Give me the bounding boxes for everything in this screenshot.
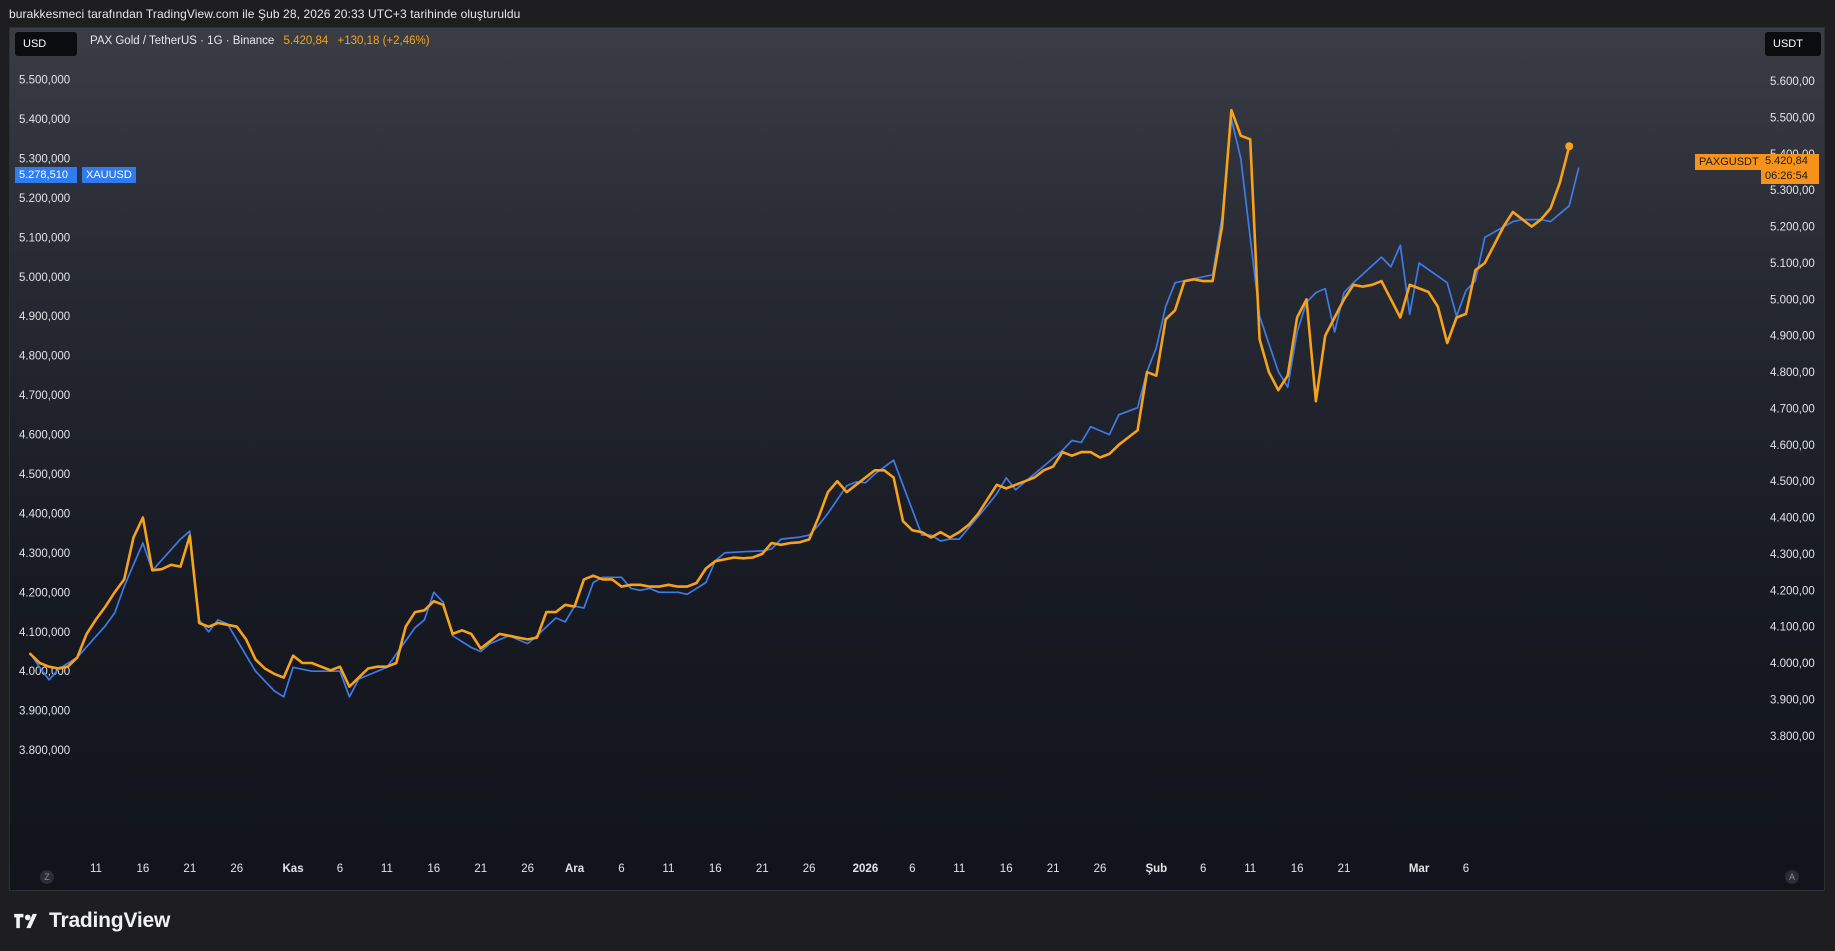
left-axis-tick: 4.100,000 [19, 627, 70, 639]
time-axis-tick: 21 [1338, 863, 1351, 875]
time-axis-tick: 6 [909, 863, 915, 875]
zoom-left-icon[interactable]: Z [40, 870, 54, 884]
left-axis-tick: 4.300,000 [19, 548, 70, 560]
right-axis-tick: 4.000,00 [1770, 658, 1815, 670]
series-legend[interactable]: PAX Gold / TetherUS · 1G · Binance 5.420… [90, 35, 430, 47]
tradingview-logo[interactable]: TradingView [11, 909, 170, 933]
left-axis-tick: 5.000,000 [19, 272, 70, 284]
time-axis-tick: 6 [618, 863, 624, 875]
time-axis-tick: 11 [381, 863, 393, 875]
paxg-price-value: 5.420,84 [1765, 155, 1808, 167]
legend-price: 5.420,84 [283, 35, 329, 47]
left-axis-tick: 5.400,000 [19, 114, 70, 126]
time-axis-tick: 21 [1047, 863, 1060, 875]
auto-scale-icon[interactable]: A [1785, 870, 1799, 884]
xau-price-tag: 5.278,510 [15, 167, 77, 183]
legend-symbol: PAX Gold / TetherUS · 1G · Binance [90, 35, 275, 47]
tradingview-logo-icon [14, 913, 37, 929]
time-axis-tick: 26 [803, 863, 816, 875]
time-axis-tick: 16 [1291, 863, 1304, 875]
time-axis-tick: 11 [953, 863, 965, 875]
left-axis-tick: 5.500,000 [19, 75, 70, 87]
series-line-paxgusdt [28, 108, 1571, 689]
right-axis-tick: 3.900,00 [1770, 694, 1815, 706]
left-axis-tick: 3.800,000 [19, 745, 70, 757]
right-axis-tick: 4.100,00 [1770, 622, 1815, 634]
left-axis-tick: 4.700,000 [19, 390, 70, 402]
time-axis-tick: Şub [1145, 863, 1167, 875]
legend-change: +130,18 (+2,46%) [337, 35, 430, 47]
time-axis-tick: 6 [337, 863, 343, 875]
time-axis-tick: 16 [1000, 863, 1013, 875]
time-axis-tick: 11 [90, 863, 102, 875]
right-axis-tick: 4.900,00 [1770, 331, 1815, 343]
left-axis-tick: 4.800,000 [19, 351, 70, 363]
left-axis-tick: 4.500,000 [19, 469, 70, 481]
time-axis-tick: 11 [1244, 863, 1256, 875]
time-axis-tick: 21 [183, 863, 196, 875]
right-axis-tick: 4.700,00 [1770, 403, 1815, 415]
right-axis-tick: 4.800,00 [1770, 367, 1815, 379]
left-price-axis[interactable]: 3.800,0003.900,0004.000,0004.100,0004.20… [19, 75, 70, 757]
left-axis-tick: 4.900,000 [19, 311, 70, 323]
right-axis-tick: 4.300,00 [1770, 549, 1815, 561]
time-axis-tick: Kas [283, 863, 304, 875]
time-axis-tick: 21 [474, 863, 487, 875]
left-axis-tick: 5.100,000 [19, 232, 70, 244]
left-currency-label[interactable]: USD [15, 32, 77, 56]
series-line-xauusd [29, 118, 1580, 698]
left-axis-tick: 3.900,000 [19, 706, 70, 718]
time-axis-tick: 16 [427, 863, 440, 875]
paxg-price-tag: 5.420,84 06:26:54 [1761, 154, 1819, 184]
right-axis-tick: 5.600,00 [1770, 76, 1815, 88]
xau-name-tag: XAUUSD [82, 167, 136, 183]
left-axis-tick: 4.600,000 [19, 430, 70, 442]
tradingview-wordmark: TradingView [49, 909, 171, 932]
time-axis-tick: 6 [1200, 863, 1206, 875]
time-axis[interactable]: 11 16 21 26 Kas 6 11 16 21 26 Ara 6 11 16 21 26 2026 6 11 1… [90, 863, 1469, 875]
time-axis-tick: 16 [137, 863, 150, 875]
time-axis-tick: 2026 [853, 863, 879, 875]
right-axis-tick: 4.600,00 [1770, 440, 1815, 452]
right-axis-tick: 5.000,00 [1770, 294, 1815, 306]
time-axis-tick: Ara [565, 863, 585, 875]
right-axis-tick: 5.100,00 [1770, 258, 1815, 270]
time-axis-tick: 26 [230, 863, 243, 875]
chart-caption: burakkesmeci tarafından TradingView.com … [9, 7, 521, 21]
paxg-countdown: 06:26:54 [1765, 170, 1808, 182]
right-axis-tick: 4.500,00 [1770, 476, 1815, 488]
right-axis-tick: 3.800,00 [1770, 731, 1815, 743]
last-price-dot [1565, 142, 1574, 151]
time-axis-tick: 26 [521, 863, 534, 875]
time-axis-tick: 21 [756, 863, 769, 875]
time-axis-tick: 16 [709, 863, 722, 875]
paxg-name-tag: PAXGUSDT [1695, 154, 1763, 170]
right-axis-tick: 5.200,00 [1770, 222, 1815, 234]
left-axis-tick: 5.200,000 [19, 193, 70, 205]
left-axis-tick: 5.300,000 [19, 153, 70, 165]
time-axis-tick: 11 [662, 863, 674, 875]
right-price-axis[interactable]: 3.800,00 3.900,00 4.000,00 4.100,00 4.200,00… [1770, 76, 1815, 743]
left-axis-tick: 4.200,000 [19, 587, 70, 599]
time-axis-tick: Mar [1409, 863, 1430, 875]
time-axis-tick: 6 [1463, 863, 1469, 875]
left-axis-tick: 4.400,000 [19, 508, 70, 520]
chart-svg[interactable]: 3.800,0003.900,0004.000,0004.100,0004.20… [10, 28, 1826, 892]
right-axis-tick: 4.400,00 [1770, 513, 1815, 525]
right-currency-label[interactable]: USDT [1765, 32, 1821, 56]
time-axis-tick: 26 [1094, 863, 1107, 875]
series-layer [28, 108, 1580, 698]
chart-panel[interactable]: 3.800,000 3.900,000 4.000,000 4.100,000 4.20… [9, 27, 1825, 891]
right-axis-tick: 5.500,00 [1770, 112, 1815, 124]
right-axis-tick: 5.300,00 [1770, 185, 1815, 197]
right-axis-tick: 4.200,00 [1770, 585, 1815, 597]
